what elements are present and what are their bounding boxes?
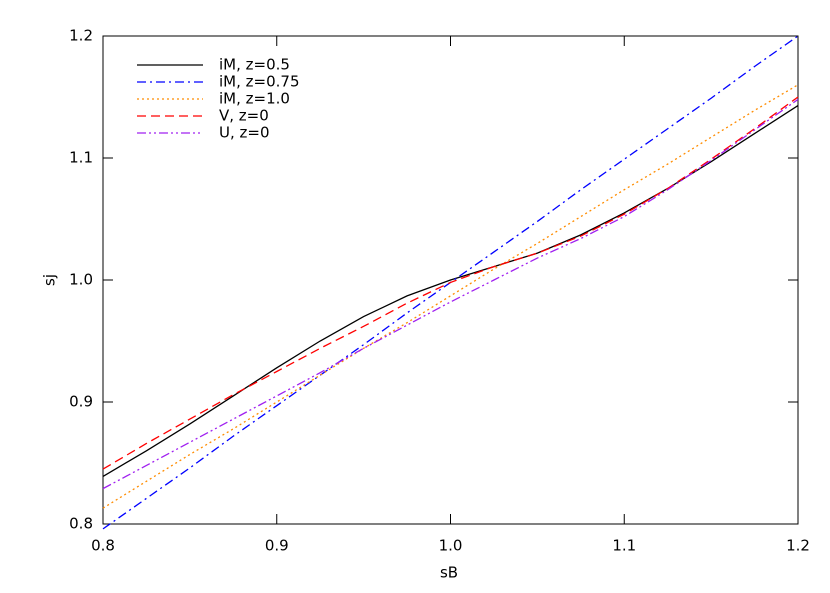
y-tick-label: 0.8 [69,515,93,533]
y-tick-label: 0.9 [69,393,93,411]
legend-label: V, z=0 [219,107,269,125]
series-line [102,96,799,470]
legend-label: iM, z=1.0 [219,90,290,108]
x-tick-label: 0.9 [265,537,289,555]
y-tick-label: 1.2 [69,27,93,45]
x-axis-label: sB [440,564,458,582]
x-tick-label: 1.1 [612,537,636,555]
series-line [102,98,799,490]
y-axis-label: sj [41,274,59,286]
legend-label: iM, z=0.5 [219,56,290,74]
series-line [102,84,799,509]
x-tick-label: 1.2 [786,537,810,555]
y-tick-label: 1.0 [69,271,93,289]
series-line [102,104,799,477]
legend-label: iM, z=0.75 [219,73,300,91]
x-tick-label: 0.8 [91,537,115,555]
x-tick-label: 1.0 [439,537,463,555]
legend-label: U, z=0 [219,124,270,142]
y-tick-label: 1.1 [69,149,93,167]
